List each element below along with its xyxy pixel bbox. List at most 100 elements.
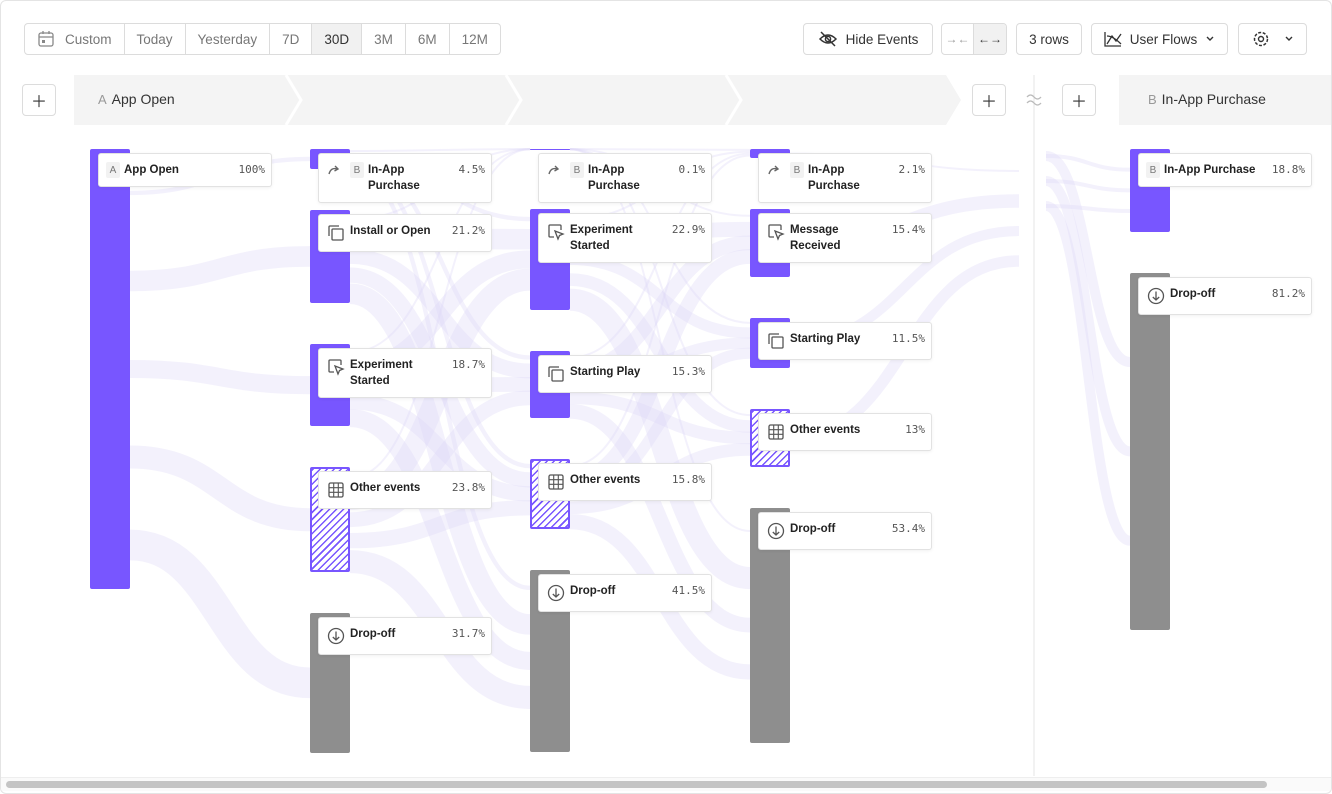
flow-ribbon [1045, 154, 1131, 172]
flow-bar [90, 149, 130, 589]
flow-ribbon [349, 390, 531, 528]
node-card[interactable]: Drop-off 81.2% [1138, 276, 1312, 315]
node-percent: 11.5% [891, 331, 925, 345]
node-card[interactable]: A App Open 100% [98, 153, 272, 187]
settings-button[interactable] [1238, 23, 1307, 55]
flow-ribbon [569, 148, 751, 151]
flow-ribbon [129, 359, 311, 395]
flow-ribbon [1044, 201, 1132, 546]
node-icon [548, 224, 565, 241]
flow-ribbon [1044, 176, 1132, 457]
node-icon [327, 627, 345, 645]
node-letter: A [106, 162, 120, 178]
step-letter: A [98, 92, 107, 107]
collapse-button[interactable]: →← [942, 24, 975, 54]
step-label: App Open [111, 91, 175, 107]
flow-ribbon [349, 394, 531, 502]
scrollbar-thumb[interactable] [6, 781, 1267, 788]
date-range-option[interactable]: Today [125, 24, 186, 54]
date-range-option[interactable]: 3M [362, 24, 406, 54]
node-percent: 31.7% [451, 627, 485, 641]
node-icon [548, 474, 564, 490]
step-end [946, 75, 964, 125]
node-label: Other events [350, 482, 421, 495]
node-icon [328, 482, 344, 499]
date-range-option[interactable]: 6M [406, 24, 450, 54]
node-percent: 41.5% [671, 583, 705, 597]
scrollbar [1, 777, 1331, 791]
flow-ribbon [569, 403, 751, 633]
node-card[interactable]: Other events 15.8% [538, 463, 712, 502]
flow-ribbon [348, 283, 532, 635]
flow-ribbon [129, 246, 311, 292]
node-icon [328, 165, 340, 175]
step-header [1119, 75, 1331, 125]
node-card[interactable]: Other events 13% [758, 413, 932, 452]
hide-events-label: Hide Events [845, 31, 919, 47]
node-card[interactable]: B In-App Purchase 2.1% [758, 153, 932, 203]
flow-ribbon [569, 273, 751, 433]
flow-bar [1130, 272, 1170, 630]
view-label: User Flows [1129, 31, 1198, 47]
flow-ribbon [1044, 151, 1132, 368]
node-label: Message Received [790, 224, 841, 252]
node-label: Drop-off [790, 522, 836, 535]
node-percent: 21.2% [451, 223, 485, 237]
node-label: In-App Purchase [808, 164, 860, 192]
node-card[interactable]: Drop-off 41.5% [538, 573, 712, 612]
node-percent: 15.4% [891, 223, 925, 236]
node-icon [768, 224, 785, 241]
expand-button[interactable]: ←→ [974, 24, 1006, 54]
node-icon [328, 225, 344, 241]
flow-ribbon [349, 500, 531, 549]
node-icon [548, 366, 564, 382]
node-label: In-App Purchase [588, 164, 640, 192]
node-label: Install or Open [350, 224, 431, 237]
flow-ribbon [569, 391, 751, 445]
rows-label: 3 rows [1029, 31, 1069, 47]
node-percent: 15.8% [671, 473, 705, 487]
node-card[interactable]: Starting Play 15.3% [538, 354, 712, 393]
node-card[interactable]: B In-App Purchase 18.8% [1138, 153, 1312, 187]
node-card[interactable]: Drop-off 31.7% [318, 617, 492, 656]
node-card[interactable]: Other events 23.8% [318, 471, 492, 510]
node-percent: 81.2% [1271, 286, 1305, 300]
date-range-selector[interactable]: Custom Today Yesterday 7D 30D 3M 6M 12M [24, 23, 501, 55]
flows-icon [1104, 32, 1122, 47]
node-label: In-App Purchase [1164, 164, 1256, 176]
date-range-option[interactable]: 7D [270, 24, 313, 54]
node-card[interactable]: Install or Open 21.2% [318, 213, 492, 252]
node-percent: 2.1% [898, 163, 926, 176]
add-step-button[interactable]: ＋ [1062, 84, 1096, 116]
node-label: Experiment Started [570, 224, 633, 252]
date-range-option[interactable]: 12M [461, 31, 488, 47]
node-card[interactable]: Experiment Started 22.9% [538, 213, 712, 263]
date-range-option[interactable]: Custom [25, 24, 125, 54]
rows-button[interactable]: 3 rows [1016, 23, 1082, 55]
caret [1206, 36, 1214, 41]
step-a: A App Open [98, 91, 175, 107]
add-step-button[interactable]: ＋ [972, 84, 1006, 116]
flow-ribbon [349, 409, 531, 670]
node-percent: 53.4% [891, 521, 925, 535]
eye-icon [818, 31, 837, 47]
date-range-option[interactable]: Yesterday [186, 24, 271, 54]
node-icon [328, 359, 345, 376]
hide-events-button[interactable]: Hide Events [803, 23, 933, 55]
node-icon [1147, 287, 1165, 304]
step-header [74, 75, 964, 125]
node-card[interactable]: Starting Play 11.5% [758, 321, 932, 360]
node-card[interactable]: B In-App Purchase 4.5% [318, 153, 492, 203]
date-range-option[interactable]: 30D [312, 24, 363, 54]
node-percent: 18.8% [1271, 163, 1305, 176]
view-button[interactable]: User Flows [1091, 23, 1228, 55]
node-icon [768, 165, 780, 175]
node-card[interactable]: Experiment Started 18.7% [318, 348, 492, 399]
add-step-button[interactable]: ＋ [22, 84, 56, 116]
node-percent: 15.3% [671, 364, 705, 378]
node-card[interactable]: B In-App Purchase 0.1% [538, 153, 712, 203]
step-label: In-App Purchase [1161, 91, 1266, 107]
node-card[interactable]: Drop-off 53.4% [758, 511, 932, 550]
node-card[interactable]: Message Received 15.4% [758, 213, 932, 263]
